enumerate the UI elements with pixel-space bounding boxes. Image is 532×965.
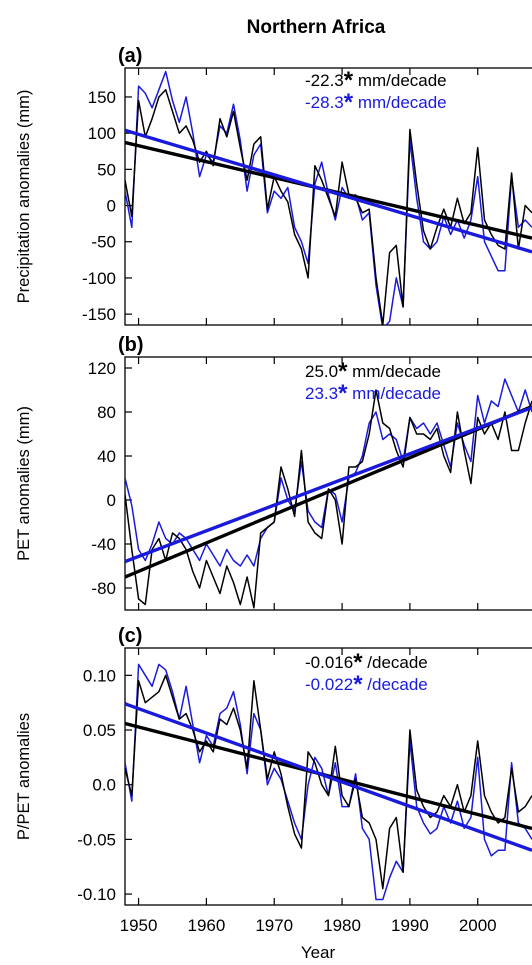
y-tick-label: 0.10 [83,666,116,685]
y-tick-label: 0 [107,491,116,510]
plot-frame [124,67,532,326]
trend-annotation: -0.016* /decade [305,649,428,676]
y-tick-label: 0 [107,197,116,216]
y-tick-label: 80 [97,403,116,422]
panels-group: (a) 150 100 50 0 -50 -100 -150 Precipitation ano… [15,45,532,935]
trend-line-1 [125,702,532,852]
y-tick-label: 120 [88,359,116,378]
y-tick-label: 100 [88,124,116,143]
panel-1: (b)120 80 40 0 -40 -80 PET anomalies (mm) 25.0*… [15,334,532,611]
panel-0: (a) 150 100 50 0 -50 -100 -150 Precipitation ano… [15,45,532,326]
trend-annotation: -0.022* /decade [305,671,428,698]
y-tick-label: -150 [82,305,116,324]
plot-area [125,378,532,609]
y-axis-label: Precipitation anomalies (mm) [15,90,33,304]
series-line-0 [125,674,532,890]
plot-frame [124,647,532,906]
y-tick-label: 50 [97,160,116,179]
x-axis-label: Year [301,943,336,962]
series-line-1 [125,663,532,901]
y-tick-label: -0.10 [77,885,116,904]
panel-label: (a) [118,45,142,67]
panel-label: (b) [118,334,144,356]
panel-2: (c)0.10 0.05 0.0 -0.05 -0.10 P/PET anomalies -… [15,625,532,906]
plot-area [125,70,532,325]
trend-annotation: -22.3* mm/decade [305,67,447,94]
trend-line-1 [125,406,532,564]
y-tick-label: 40 [97,447,116,466]
y-tick-label: -100 [82,269,116,288]
series-line-1 [125,70,532,325]
x-tick-label: 2000 [459,916,497,935]
trend-line-1 [125,128,532,254]
x-tick-label: 1970 [255,916,293,935]
y-tick-label: 0.05 [83,721,116,740]
figure-title: Northern Africa [247,17,386,38]
x-tick-label: 1950 [120,916,158,935]
y-tick-label: -80 [91,579,116,598]
trend-annotation: 25.0* mm/decade [305,358,441,385]
x-tick-label: 1960 [187,916,225,935]
x-tick-label: 1990 [391,916,429,935]
panel-label: (c) [118,625,142,647]
trend-annotation: 23.3* mm/decade [305,380,441,407]
y-axis-label: PET anomalies (mm) [15,406,33,561]
y-tick-label: 0.0 [92,776,116,795]
y-tick-label: 150 [88,88,116,107]
y-tick-label: -50 [91,233,116,252]
plot-frame [124,356,532,611]
x-tick-label: 1980 [323,916,361,935]
series-line-0 [125,88,532,325]
series-line-0 [125,389,532,609]
y-tick-label: -0.05 [77,830,116,849]
trend-annotation: -28.3* mm/decade [305,89,447,116]
y-axis-label: P/PET anomalies [15,713,33,840]
y-tick-label: -40 [91,535,116,554]
plot-area [125,663,532,901]
